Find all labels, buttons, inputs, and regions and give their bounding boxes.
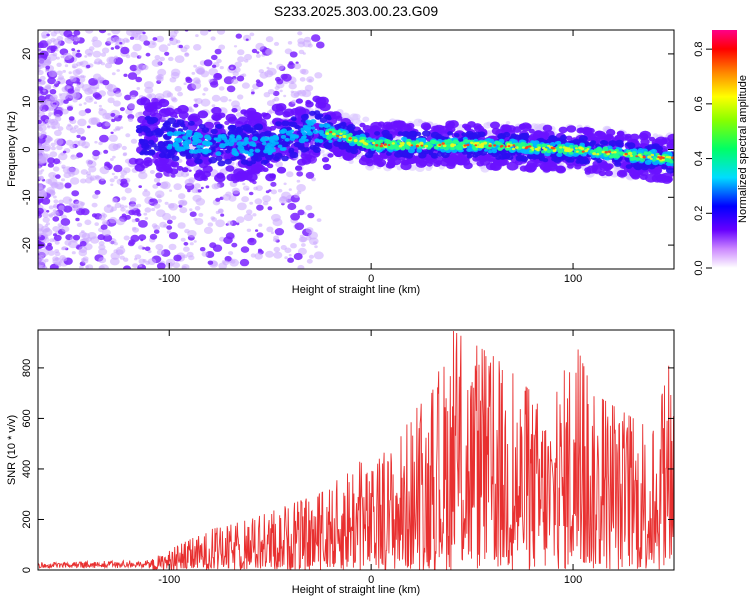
spectrogram-xtick-label: 0 xyxy=(368,273,374,285)
snr-ticks: -100 0 100 0 200 400 600 800 xyxy=(21,330,674,586)
colorbar-tick-label: 0.2 xyxy=(693,206,705,221)
snr-series-line xyxy=(38,330,674,570)
spectrogram-xlabel: Height of straight line (km) xyxy=(292,284,420,296)
colorbar-tick-label: 0.4 xyxy=(693,151,705,166)
spectrogram-heat xyxy=(38,30,674,269)
figure-title: S233.2025.303.00.23.G09 xyxy=(274,3,438,19)
spectrogram-ytick-label: 10 xyxy=(21,96,33,108)
snr-xlabel: Height of straight line (km) xyxy=(292,584,420,596)
spectrogram-ytick-label: -20 xyxy=(21,237,33,253)
colorbar-gradient xyxy=(712,30,737,268)
spectrogram-ytick-label: 0 xyxy=(21,146,33,152)
colorbar-label: Normalized spectral amplitude xyxy=(737,75,749,223)
snr-xtick-label: 100 xyxy=(564,574,582,586)
colorbar: 0.0 0.2 0.4 0.6 0.8 Normalized spectral ampl… xyxy=(693,30,749,276)
snr-ytick-label: 400 xyxy=(21,460,33,478)
colorbar-ticks: 0.0 0.2 0.4 0.6 0.8 xyxy=(693,42,712,276)
snr-frame xyxy=(37,329,675,571)
snr-ytick-label: 200 xyxy=(21,510,33,528)
snr-ytick-label: 0 xyxy=(21,567,33,573)
colorbar-tick-label: 0.6 xyxy=(693,96,705,111)
snr-xtick-label: 0 xyxy=(368,574,374,586)
snr-ytick-label: 600 xyxy=(21,409,33,427)
snr-ylabel: SNR (10 * v/v) xyxy=(6,415,18,485)
spectrogram-ylabel: Frequency (Hz) xyxy=(6,111,18,187)
snr-panel: -100 0 100 0 200 400 600 800 Height of straight… xyxy=(6,329,675,596)
snr-ytick-label: 800 xyxy=(21,359,33,377)
colorbar-tick-label: 0.0 xyxy=(693,260,705,275)
colorbar-tick-label: 0.8 xyxy=(693,42,705,57)
spectrogram-xtick-label: 100 xyxy=(564,273,582,285)
snr-xtick-label: -100 xyxy=(158,574,180,586)
spectrogram-xtick-label: -100 xyxy=(158,273,180,285)
spectrogram-ytick-label: -10 xyxy=(21,189,33,205)
spectrogram-ytick-label: 20 xyxy=(21,48,33,60)
